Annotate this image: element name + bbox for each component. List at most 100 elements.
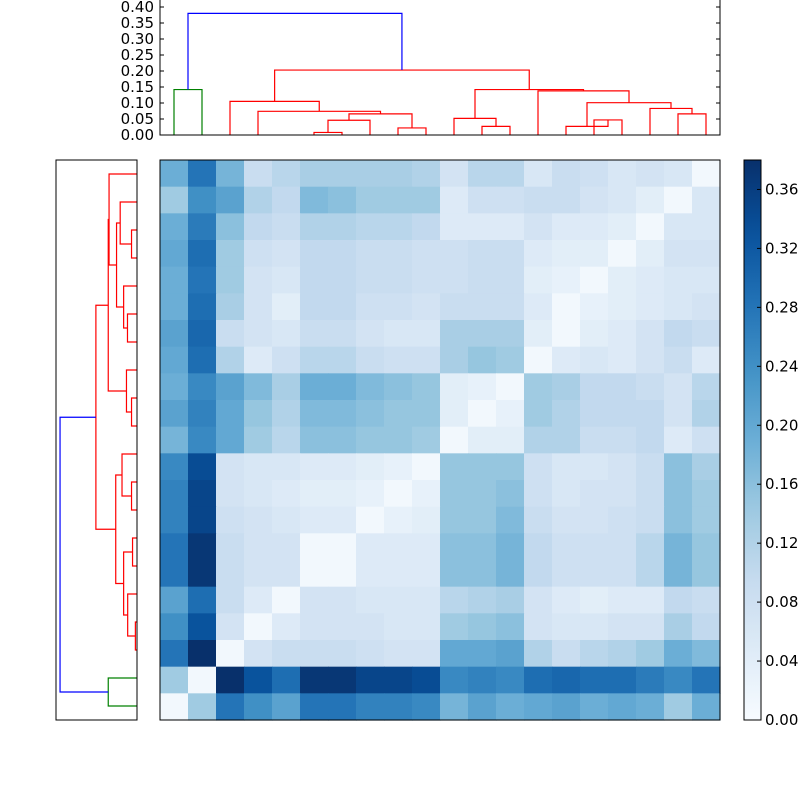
heatmap-cell — [328, 346, 357, 374]
heatmap-cell — [412, 693, 441, 721]
heatmap-cell — [524, 560, 553, 588]
heatmap-cell — [244, 400, 273, 428]
heatmap-cell — [160, 533, 189, 561]
heatmap-cell — [160, 560, 189, 588]
heatmap-cell — [188, 240, 217, 268]
heatmap-cell — [552, 373, 581, 401]
y-tick-label: 0.00 — [121, 126, 154, 144]
heatmap-cell — [440, 400, 469, 428]
heatmap-cell — [608, 293, 637, 321]
heatmap-cell — [356, 693, 385, 721]
heatmap-cell — [580, 266, 609, 294]
heatmap-cell — [216, 453, 245, 481]
heatmap-cell — [188, 666, 217, 694]
y-tick-label: 0.05 — [121, 110, 154, 128]
heatmap-cell — [580, 533, 609, 561]
heatmap-cell — [692, 186, 721, 214]
dendrogram-link — [586, 102, 672, 127]
heatmap-cell — [188, 213, 217, 241]
heatmap-cell — [664, 426, 693, 454]
heatmap-cell — [496, 186, 525, 214]
heatmap-cell — [552, 640, 581, 668]
heatmap-cell — [552, 560, 581, 588]
heatmap-cell — [552, 186, 581, 214]
heatmap-cell — [580, 613, 609, 641]
heatmap-cell — [300, 213, 329, 241]
top-dendrogram-frame — [159, 0, 721, 136]
heatmap-cell — [356, 586, 385, 614]
heatmap-cell — [524, 320, 553, 348]
heatmap-cell — [580, 213, 609, 241]
heatmap-cell — [188, 613, 217, 641]
heatmap-cell — [412, 480, 441, 508]
heatmap-cell — [188, 533, 217, 561]
heatmap-cell — [160, 293, 189, 321]
heatmap-cell — [244, 533, 273, 561]
heatmap-frame — [159, 159, 721, 721]
heatmap-cell — [300, 506, 329, 534]
heatmap-cell — [272, 586, 301, 614]
heatmap-cell — [636, 266, 665, 294]
colorbar-tick-label: 0.00 — [765, 711, 798, 729]
heatmap-cell — [188, 586, 217, 614]
heatmap-cell — [384, 346, 413, 374]
heatmap-cell — [636, 240, 665, 268]
heatmap-cell — [692, 266, 721, 294]
heatmap-cell — [496, 453, 525, 481]
heatmap-cell — [524, 640, 553, 668]
heatmap-cell — [664, 533, 693, 561]
heatmap-cell — [300, 160, 329, 188]
heatmap-cell — [412, 320, 441, 348]
dendrogram-link — [397, 127, 427, 135]
heatmap-cell — [552, 666, 581, 694]
heatmap-cell — [244, 480, 273, 508]
heatmap-cell — [160, 506, 189, 534]
heatmap-cell — [300, 373, 329, 401]
heatmap-cell — [272, 693, 301, 721]
colorbar-tick-label: 0.28 — [765, 298, 798, 316]
colorbar-tick-label: 0.20 — [765, 416, 798, 434]
heatmap-cell — [664, 640, 693, 668]
heatmap-cell — [608, 693, 637, 721]
heatmap-cell — [440, 160, 469, 188]
heatmap-cell — [244, 266, 273, 294]
heatmap-cell — [328, 640, 357, 668]
heatmap-cell — [244, 293, 273, 321]
heatmap-cell — [160, 693, 189, 721]
heatmap-cell — [244, 426, 273, 454]
heatmap-cell — [412, 533, 441, 561]
heatmap-cell — [300, 426, 329, 454]
heatmap-cell — [356, 426, 385, 454]
heatmap-cell — [692, 640, 721, 668]
heatmap-cell — [412, 586, 441, 614]
y-tick-label: 0.40 — [121, 0, 154, 16]
heatmap-cell — [328, 613, 357, 641]
heatmap-cell — [412, 613, 441, 641]
heatmap-cell — [636, 666, 665, 694]
heatmap-cell — [216, 533, 245, 561]
heatmap-cell — [356, 266, 385, 294]
heatmap-cell — [664, 213, 693, 241]
heatmap-cell — [664, 666, 693, 694]
heatmap-cell — [328, 400, 357, 428]
heatmap-cell — [272, 640, 301, 668]
heatmap-cell — [440, 213, 469, 241]
heatmap-cell — [188, 506, 217, 534]
heatmap-cell — [664, 453, 693, 481]
heatmap-cell — [524, 506, 553, 534]
heatmap-cell — [468, 533, 497, 561]
heatmap-cell — [300, 453, 329, 481]
heatmap-cell — [272, 613, 301, 641]
heatmap-cell — [300, 480, 329, 508]
heatmap-cell — [216, 666, 245, 694]
heatmap-cell — [552, 586, 581, 614]
colorbar-axis: 0.00 0.04 0.08 0.12 0.16 0.20 0.24 0.28 0.32 0.36 — [757, 180, 798, 729]
heatmap-cell — [608, 266, 637, 294]
heatmap-cell — [552, 693, 581, 721]
heatmap-cell — [664, 693, 693, 721]
dendrogram-link — [131, 537, 137, 567]
heatmap-cell — [384, 293, 413, 321]
heatmap-cell — [496, 293, 525, 321]
heatmap-cell — [272, 480, 301, 508]
colorbar-tick-label: 0.04 — [765, 652, 798, 670]
